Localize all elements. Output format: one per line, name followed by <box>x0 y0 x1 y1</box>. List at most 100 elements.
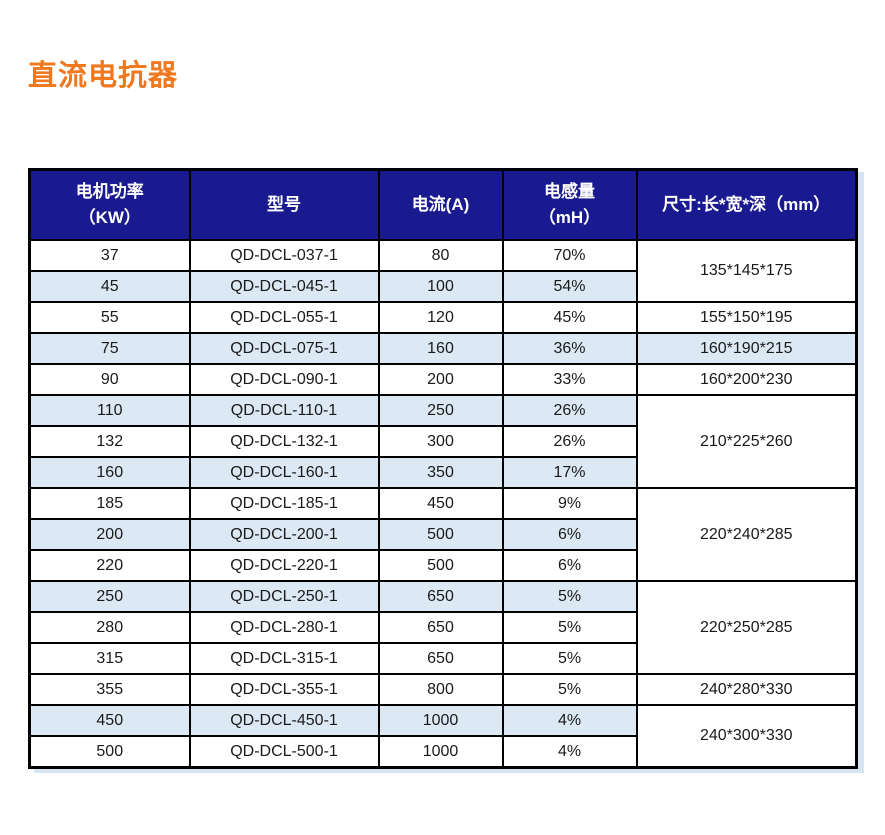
current-cell: 300 <box>377 425 504 458</box>
inductance-cell: 45% <box>501 301 638 334</box>
model-cell: QD-DCL-045-1 <box>188 270 380 303</box>
current-cell: 650 <box>377 580 504 613</box>
current-cell: 650 <box>377 642 504 675</box>
current-cell: 650 <box>377 611 504 644</box>
model-cell: QD-DCL-450-1 <box>188 704 380 737</box>
table-row: 75 QD-DCL-075-1 160 36% 160*190*215 <box>28 332 858 365</box>
current-cell: 200 <box>377 363 504 396</box>
table-row: 110 QD-DCL-110-1 250 26% 210*225*260 <box>28 394 858 489</box>
table-row: 250 QD-DCL-250-1 650 5% 220*250*285 <box>28 580 858 675</box>
current-cell: 1000 <box>377 704 504 737</box>
motor-power-cell: 450 <box>28 704 191 737</box>
motor-power-cell: 45 <box>28 270 191 303</box>
col-header-current: 电流(A) <box>377 168 504 241</box>
motor-power-cell: 315 <box>28 642 191 675</box>
table-row: 37 QD-DCL-037-1 80 70% 135*145*175 <box>28 239 858 303</box>
inductance-cell: 36% <box>501 332 638 365</box>
model-cell: QD-DCL-280-1 <box>188 611 380 644</box>
col-header-inductance: 电感量 （mH） <box>501 168 638 241</box>
motor-power-cell: 200 <box>28 518 191 551</box>
col-header-dimensions: 尺寸:长*宽*深（mm） <box>635 168 858 241</box>
model-cell: QD-DCL-110-1 <box>188 394 380 427</box>
dimensions-cell: 220*240*285 <box>635 487 858 582</box>
table-row: 55 QD-DCL-055-1 120 45% 155*150*195 <box>28 301 858 334</box>
motor-power-cell: 90 <box>28 363 191 396</box>
inductance-cell: 5% <box>501 673 638 706</box>
table-row: 185 QD-DCL-185-1 450 9% 220*240*285 <box>28 487 858 582</box>
motor-power-cell: 220 <box>28 549 191 582</box>
dimensions-cell: 220*250*285 <box>635 580 858 675</box>
dimensions-cell: 240*300*330 <box>635 704 858 769</box>
table-row: 450 QD-DCL-450-1 1000 4% 240*300*330 <box>28 704 858 769</box>
model-cell: QD-DCL-355-1 <box>188 673 380 706</box>
dimensions-cell: 155*150*195 <box>635 301 858 334</box>
inductance-cell: 70% <box>501 239 638 272</box>
current-cell: 160 <box>377 332 504 365</box>
inductance-cell: 5% <box>501 611 638 644</box>
table-row: 200 QD-DCL-200-1 500 6% <box>28 518 857 551</box>
current-cell: 450 <box>377 487 504 520</box>
model-cell: QD-DCL-132-1 <box>188 425 380 458</box>
motor-power-cell: 110 <box>28 394 191 427</box>
inductance-cell: 4% <box>501 735 638 769</box>
table-row: 280 QD-DCL-280-1 650 5% <box>28 611 857 644</box>
inductance-cell: 4% <box>501 704 638 737</box>
inductance-cell: 9% <box>501 487 638 520</box>
current-cell: 500 <box>377 549 504 582</box>
spec-table-body: 37 QD-DCL-037-1 80 70% 135*145*175 45 QD-DCL-0… <box>28 239 858 769</box>
header-row: 电机功率 （KW） 型号 电流(A) 电感量 （mH） 尺寸:长*宽*深（mm） <box>28 168 858 241</box>
motor-power-cell: 185 <box>28 487 191 520</box>
model-cell: QD-DCL-200-1 <box>188 518 380 551</box>
table-row: 315 QD-DCL-315-1 650 5% <box>28 642 857 675</box>
table-row: 45 QD-DCL-045-1 100 54% <box>28 270 857 303</box>
current-cell: 1000 <box>377 735 504 769</box>
current-cell: 120 <box>377 301 504 334</box>
dc-reactor-spec-table: 电机功率 （KW） 型号 电流(A) 电感量 （mH） 尺寸:长*宽*深（mm）… <box>28 168 858 769</box>
inductance-cell: 6% <box>501 549 638 582</box>
inductance-cell: 6% <box>501 518 638 551</box>
model-cell: QD-DCL-220-1 <box>188 549 380 582</box>
model-cell: QD-DCL-185-1 <box>188 487 380 520</box>
current-cell: 80 <box>377 239 504 272</box>
motor-power-cell: 132 <box>28 425 191 458</box>
motor-power-cell: 75 <box>28 332 191 365</box>
current-cell: 500 <box>377 518 504 551</box>
model-cell: QD-DCL-055-1 <box>188 301 380 334</box>
inductance-cell: 5% <box>501 642 638 675</box>
model-cell: QD-DCL-500-1 <box>188 735 380 769</box>
motor-power-cell: 280 <box>28 611 191 644</box>
table-row: 132 QD-DCL-132-1 300 26% <box>28 425 857 458</box>
motor-power-cell: 37 <box>28 239 191 272</box>
current-cell: 350 <box>377 456 504 489</box>
dimensions-cell: 160*200*230 <box>635 363 858 396</box>
table-row: 220 QD-DCL-220-1 500 6% <box>28 549 857 582</box>
dimensions-cell: 240*280*330 <box>635 673 858 706</box>
table-row: 160 QD-DCL-160-1 350 17% <box>28 456 857 489</box>
dimensions-cell: 210*225*260 <box>635 394 858 489</box>
table-row: 355 QD-DCL-355-1 800 5% 240*280*330 <box>28 673 858 706</box>
table-row: 90 QD-DCL-090-1 200 33% 160*200*230 <box>28 363 858 396</box>
motor-power-cell: 160 <box>28 456 191 489</box>
inductance-cell: 17% <box>501 456 638 489</box>
model-cell: QD-DCL-090-1 <box>188 363 380 396</box>
page-title: 直流电抗器 <box>28 60 179 92</box>
current-cell: 100 <box>377 270 504 303</box>
model-cell: QD-DCL-075-1 <box>188 332 380 365</box>
table-header: 电机功率 （KW） 型号 电流(A) 电感量 （mH） 尺寸:长*宽*深（mm） <box>28 168 858 241</box>
motor-power-cell: 250 <box>28 580 191 613</box>
dimensions-cell: 135*145*175 <box>635 239 858 303</box>
motor-power-cell: 500 <box>28 735 191 769</box>
model-cell: QD-DCL-037-1 <box>188 239 380 272</box>
table-row: 500 QD-DCL-500-1 1000 4% <box>28 735 857 769</box>
inductance-cell: 54% <box>501 270 638 303</box>
motor-power-cell: 355 <box>28 673 191 706</box>
model-cell: QD-DCL-315-1 <box>188 642 380 675</box>
inductance-cell: 26% <box>501 394 638 427</box>
model-cell: QD-DCL-160-1 <box>188 456 380 489</box>
inductance-cell: 26% <box>501 425 638 458</box>
motor-power-cell: 55 <box>28 301 191 334</box>
current-cell: 250 <box>377 394 504 427</box>
dimensions-cell: 160*190*215 <box>635 332 858 365</box>
inductance-cell: 33% <box>501 363 638 396</box>
